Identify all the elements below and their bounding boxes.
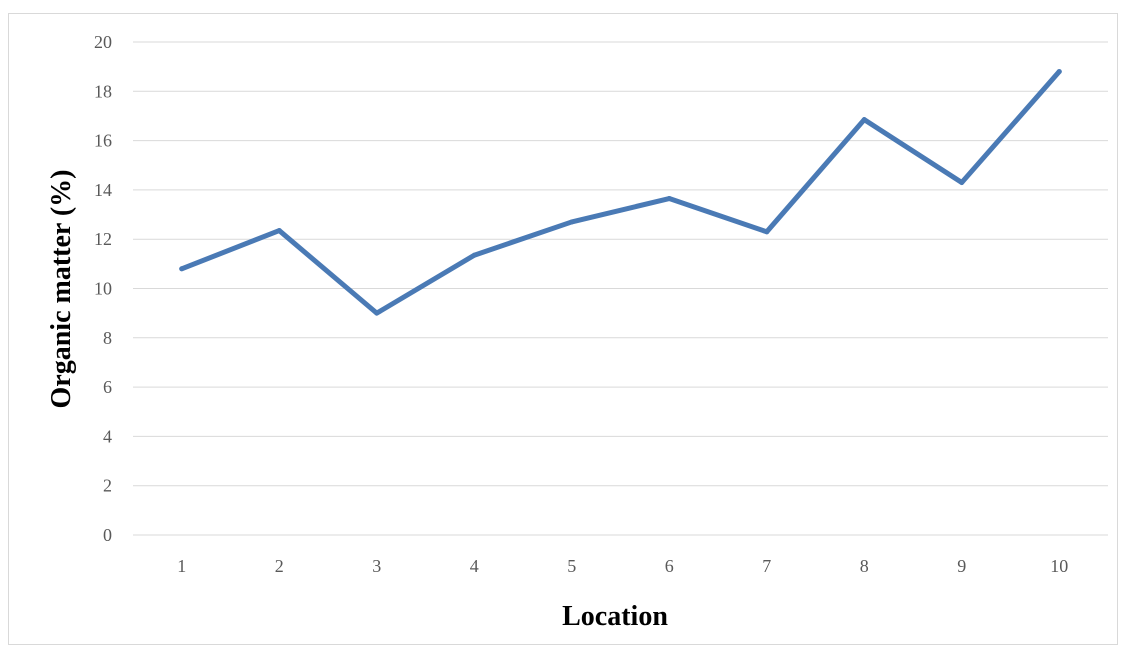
data-point [569,219,575,225]
data-point [471,252,477,258]
gridlines [133,41,1108,536]
data-point [374,310,380,316]
data-point [179,266,185,272]
y-tick-label: 10 [94,279,112,299]
x-tick-label: 9 [957,556,966,576]
data-point [276,228,282,234]
y-tick-label: 8 [103,328,112,348]
y-tick-label: 16 [94,131,112,151]
y-tick-label: 12 [94,229,112,249]
x-tick-label: 4 [470,556,479,576]
y-tick-label: 14 [94,180,112,200]
y-tick-label: 4 [103,426,112,446]
x-tick-label: 10 [1050,556,1068,576]
x-tick-labels: 1 2 3 4 5 6 7 8 9 10 [177,556,1068,576]
data-point [861,117,867,123]
chart-frame [8,13,1118,645]
y-tick-label: 18 [94,81,112,101]
x-tick-label: 8 [860,556,869,576]
x-tick-label: 6 [665,556,674,576]
data-point [764,229,770,235]
y-tick-label: 2 [103,476,112,496]
y-tick-label: 20 [94,32,112,52]
x-axis-title: Location [562,601,668,632]
y-tick-labels: 0 2 4 6 8 10 12 14 16 18 20 [94,32,112,545]
y-axis-title: Organic matter (%) [46,170,77,409]
data-point [666,196,672,202]
data-point [959,180,965,186]
series-line-0 [179,69,1062,316]
x-tick-label: 7 [762,556,771,576]
data-point [1056,69,1062,75]
x-tick-label: 5 [567,556,576,576]
x-tick-label: 3 [372,556,381,576]
y-tick-label: 0 [103,525,112,545]
series-layer [179,69,1062,316]
x-tick-label: 1 [177,556,186,576]
y-tick-label: 6 [103,377,112,397]
x-tick-label: 2 [275,556,284,576]
